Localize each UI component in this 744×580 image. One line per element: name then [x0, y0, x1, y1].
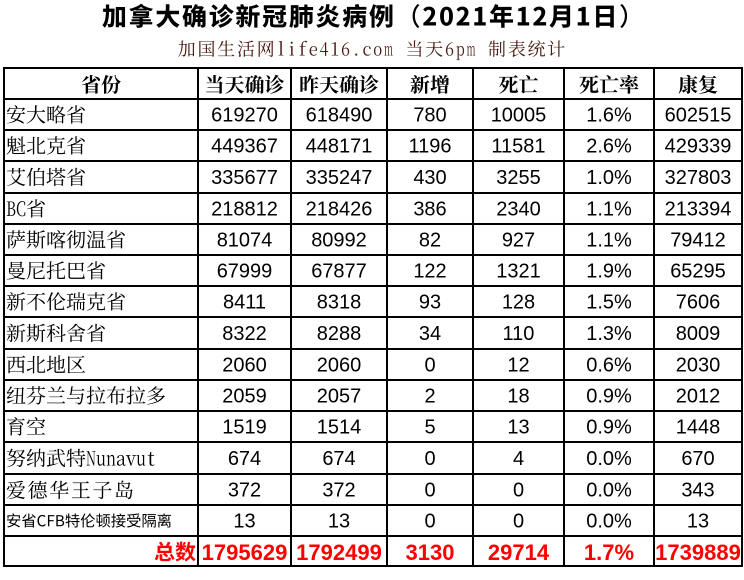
svg-text:449367: 449367 — [211, 136, 278, 158]
svg-text:12: 12 — [507, 355, 529, 377]
svg-text:2030: 2030 — [676, 355, 721, 377]
svg-text:67877: 67877 — [311, 261, 367, 283]
svg-text:29714: 29714 — [488, 540, 550, 565]
svg-text:1.9%: 1.9% — [586, 261, 632, 283]
svg-text:0.9%: 0.9% — [586, 417, 632, 439]
svg-text:1514: 1514 — [317, 417, 362, 439]
svg-text:10005: 10005 — [491, 105, 547, 127]
svg-text:335677: 335677 — [211, 167, 278, 189]
svg-text:93: 93 — [419, 292, 441, 314]
svg-text:8288: 8288 — [317, 323, 362, 345]
svg-text:18: 18 — [507, 386, 529, 408]
svg-text:1.6%: 1.6% — [586, 105, 632, 127]
svg-text:448171: 448171 — [306, 136, 373, 158]
svg-text:0: 0 — [424, 448, 435, 470]
svg-text:0.9%: 0.9% — [586, 386, 632, 408]
svg-text:4: 4 — [513, 448, 524, 470]
svg-text:674: 674 — [228, 448, 261, 470]
svg-text:1448: 1448 — [676, 417, 721, 439]
svg-text:670: 670 — [681, 448, 714, 470]
svg-text:65295: 65295 — [670, 261, 726, 283]
svg-text:335247: 335247 — [306, 167, 373, 189]
svg-text:80992: 80992 — [311, 230, 367, 252]
svg-text:2340: 2340 — [496, 199, 541, 221]
svg-text:8009: 8009 — [676, 323, 721, 345]
svg-text:927: 927 — [502, 230, 535, 252]
svg-text:386: 386 — [413, 199, 446, 221]
svg-text:1.1%: 1.1% — [586, 230, 632, 252]
svg-text:8411: 8411 — [223, 292, 266, 314]
svg-text:372: 372 — [322, 480, 355, 502]
svg-text:2: 2 — [424, 386, 435, 408]
svg-text:674: 674 — [322, 448, 355, 470]
svg-text:81074: 81074 — [217, 230, 273, 252]
svg-text:82: 82 — [419, 230, 441, 252]
svg-text:1.5%: 1.5% — [586, 292, 632, 314]
svg-text:0.0%: 0.0% — [586, 511, 632, 533]
svg-text:8322: 8322 — [222, 323, 267, 345]
svg-text:2060: 2060 — [222, 355, 267, 377]
svg-text:430: 430 — [413, 167, 446, 189]
svg-text:1.1%: 1.1% — [586, 199, 632, 221]
svg-text:0: 0 — [513, 511, 524, 533]
svg-text:0.0%: 0.0% — [586, 480, 632, 502]
svg-text:110: 110 — [503, 323, 535, 345]
svg-text:327803: 327803 — [665, 167, 732, 189]
svg-text:429339: 429339 — [665, 136, 732, 158]
svg-text:34: 34 — [419, 323, 441, 345]
svg-text:619270: 619270 — [211, 105, 278, 127]
svg-text:1795629: 1795629 — [202, 540, 288, 565]
svg-text:2057: 2057 — [317, 386, 362, 408]
svg-text:602515: 602515 — [665, 105, 732, 127]
svg-text:67999: 67999 — [217, 261, 273, 283]
svg-text:13: 13 — [233, 511, 255, 533]
svg-text:8318: 8318 — [317, 292, 362, 314]
svg-text:3255: 3255 — [496, 167, 541, 189]
svg-text:1739889: 1739889 — [655, 540, 741, 565]
svg-text:213394: 213394 — [665, 199, 732, 221]
svg-text:218812: 218812 — [211, 199, 278, 221]
svg-text:0: 0 — [424, 480, 435, 502]
svg-text:1196: 1196 — [408, 136, 451, 158]
svg-text:1.3%: 1.3% — [586, 323, 632, 345]
svg-text:5: 5 — [424, 417, 435, 439]
svg-text:3130: 3130 — [406, 540, 455, 565]
svg-text:2060: 2060 — [317, 355, 362, 377]
svg-text:7606: 7606 — [676, 292, 721, 314]
svg-text:11581: 11581 — [491, 136, 545, 158]
svg-text:79412: 79412 — [670, 230, 726, 252]
svg-text:122: 122 — [413, 261, 446, 283]
svg-text:0: 0 — [424, 355, 435, 377]
svg-text:0.6%: 0.6% — [586, 355, 632, 377]
svg-text:0: 0 — [424, 511, 435, 533]
svg-text:13: 13 — [687, 511, 709, 533]
svg-text:1321: 1321 — [496, 261, 541, 283]
svg-text:343: 343 — [681, 480, 714, 502]
svg-text:2012: 2012 — [676, 386, 721, 408]
svg-text:13: 13 — [507, 417, 529, 439]
svg-text:1.7%: 1.7% — [584, 540, 634, 565]
svg-text:1792499: 1792499 — [296, 540, 382, 565]
svg-text:372: 372 — [228, 480, 261, 502]
svg-text:1.0%: 1.0% — [586, 167, 632, 189]
svg-text:0.0%: 0.0% — [586, 448, 632, 470]
svg-text:0: 0 — [513, 480, 524, 502]
svg-text:2.6%: 2.6% — [586, 136, 632, 158]
svg-text:1519: 1519 — [222, 417, 267, 439]
svg-text:2059: 2059 — [222, 386, 267, 408]
svg-text:128: 128 — [502, 292, 535, 314]
svg-text:218426: 218426 — [306, 199, 373, 221]
svg-text:780: 780 — [413, 105, 446, 127]
svg-text:618490: 618490 — [306, 105, 373, 127]
svg-text:13: 13 — [328, 511, 350, 533]
